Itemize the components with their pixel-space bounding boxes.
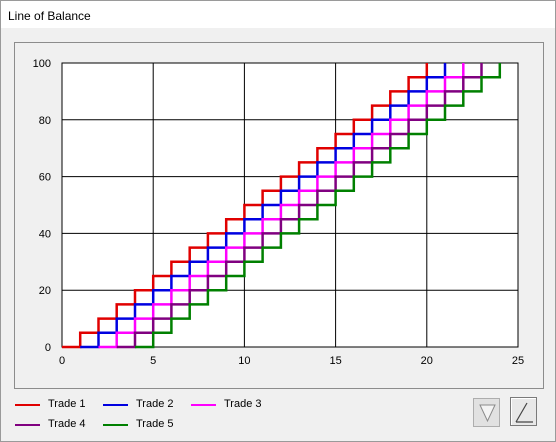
diagonal-line-icon	[515, 402, 533, 423]
y-tick-label: 20	[39, 285, 51, 297]
triangle-down-button[interactable]	[473, 398, 500, 427]
legend-swatch	[103, 404, 128, 406]
series-line-trade-4	[116, 63, 483, 349]
y-tick-label: 80	[39, 115, 51, 127]
x-tick-label: 15	[329, 355, 341, 367]
legend-label: Trade 1	[48, 398, 86, 410]
x-tick-label: 10	[238, 355, 250, 367]
legend-label: Trade 5	[136, 418, 174, 430]
y-tick-label: 100	[33, 58, 51, 70]
line-of-balance-chart: 0 5 10 15 20 25 0 20 40 60 80 100	[33, 58, 524, 367]
legend-label: Trade 4	[48, 418, 86, 430]
triangle-down-icon	[479, 404, 496, 423]
legend-label: Trade 2	[136, 398, 174, 410]
chart-panel: 0 5 10 15 20 25 0 20 40 60 80 100	[14, 42, 544, 389]
y-tick-label: 0	[45, 342, 51, 354]
series-line-trade-3	[98, 63, 465, 349]
legend-swatch	[191, 404, 216, 406]
y-tick-label: 60	[39, 172, 51, 184]
y-tick-label: 40	[39, 228, 51, 240]
x-tick-label: 5	[150, 355, 156, 367]
legend-swatch	[15, 424, 40, 426]
legend-swatch	[103, 424, 128, 426]
legend-swatch	[15, 404, 40, 406]
series-line-trade-1	[62, 63, 429, 349]
x-tick-label: 25	[512, 355, 524, 367]
diagonal-line-button[interactable]	[510, 397, 537, 426]
x-tick-label: 20	[421, 355, 433, 367]
x-tick-label: 0	[59, 355, 65, 367]
series-line-trade-2	[80, 63, 447, 349]
window-title: Line of Balance	[8, 9, 91, 23]
legend-label: Trade 3	[224, 398, 262, 410]
title-bar: Line of Balance	[1, 1, 555, 28]
series-line-trade-5	[135, 63, 502, 349]
